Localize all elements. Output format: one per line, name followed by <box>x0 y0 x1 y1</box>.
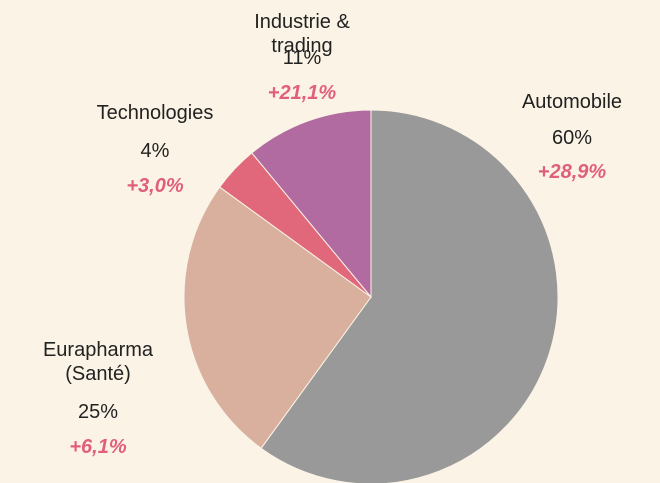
growth-label: +28,9% <box>537 161 607 183</box>
category-label: Automobile <box>521 91 623 113</box>
category-label: Technologies <box>96 102 214 124</box>
value-label: 60% <box>551 127 593 149</box>
growth-label: +6,1% <box>69 436 127 458</box>
pie-slice <box>251 109 372 299</box>
value-label: 4% <box>140 140 170 162</box>
pie-slice <box>260 109 559 483</box>
category-label: Industrie & trading <box>254 11 350 57</box>
growth-label: +21,1% <box>267 82 337 104</box>
pie-slice <box>183 186 372 449</box>
category-label: Eurapharma (Santé) <box>42 339 154 385</box>
value-label: 11% <box>282 47 322 69</box>
growth-label: +3,0% <box>126 175 184 197</box>
value-label: 25% <box>77 401 119 423</box>
